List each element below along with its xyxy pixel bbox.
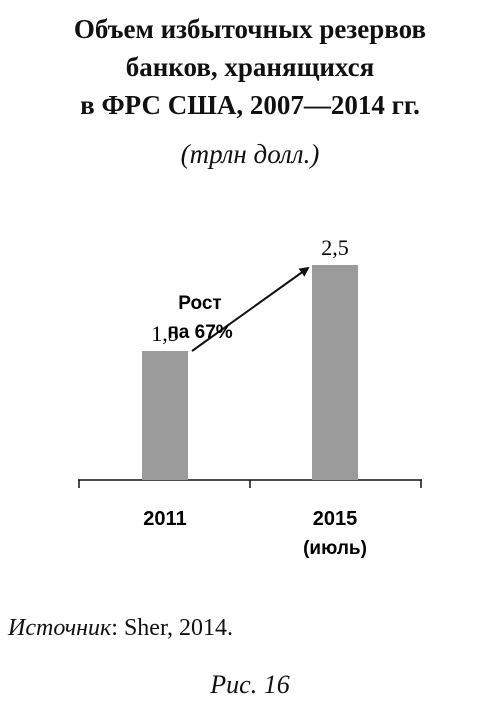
figure-label: Рис. 16 xyxy=(210,670,290,699)
bar-1 xyxy=(142,351,188,480)
chart-subtitle: (трлн долл.) xyxy=(180,139,320,169)
category-label-2: 2015 xyxy=(313,508,358,530)
title-line-2: банков, хранящихся xyxy=(125,52,375,82)
source-note: Источник: Sher, 2014. xyxy=(8,612,233,644)
growth-annotation-line-1: Рост xyxy=(178,293,221,314)
category-label-1: 2011 xyxy=(143,508,186,530)
value-label-2: 2,5 xyxy=(321,235,349,260)
title-line-1: Объем избыточных резервов xyxy=(73,14,427,44)
category-sublabel-2: (июль) xyxy=(303,538,367,559)
value-label-1: 1,5 xyxy=(151,321,179,346)
bar-2 xyxy=(312,265,358,480)
growth-annotation-line-2: на 67% xyxy=(167,322,232,343)
title-line-3: в ФРС США, 2007—2014 гг. xyxy=(80,90,420,120)
chart-title: Объем избыточных резервов банков, хранящ… xyxy=(0,10,500,124)
growth-arrow xyxy=(191,266,310,352)
source-text: : Sher, 2014. xyxy=(111,615,233,641)
bar-chart: 1,5 2,5 2011 2015 (июль) Рост на 67% xyxy=(78,235,422,559)
source-label: Источник xyxy=(8,615,112,641)
